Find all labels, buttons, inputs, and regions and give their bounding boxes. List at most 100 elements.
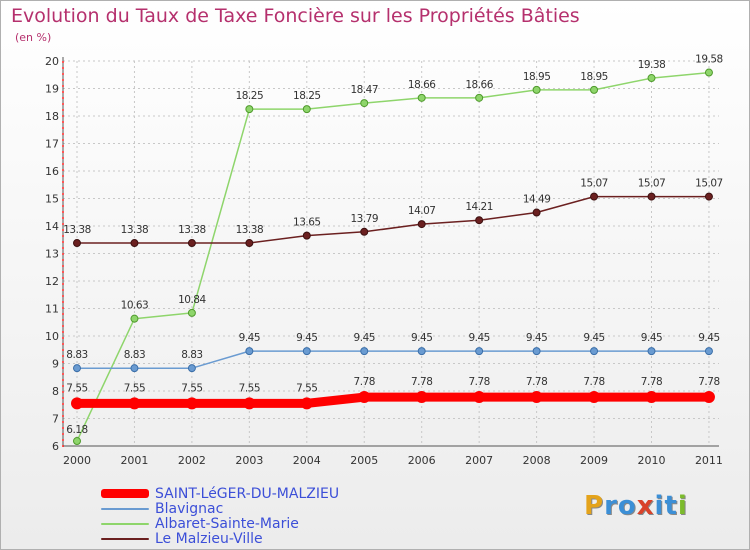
- data-label: 18.47: [350, 84, 378, 96]
- data-point: [187, 308, 196, 317]
- data-point: [128, 397, 141, 410]
- data-label: 9.45: [641, 332, 662, 344]
- y-tick-label: 17: [45, 138, 59, 151]
- x-tick-label: 2007: [465, 454, 493, 467]
- data-point: [187, 364, 196, 373]
- data-point: [302, 105, 311, 114]
- data-point: [245, 239, 254, 248]
- x-tick-label: 2001: [120, 454, 148, 467]
- data-label: 7.55: [181, 382, 202, 394]
- legend-label: SAINT-LéGER-DU-MALZIEU: [155, 485, 340, 502]
- y-tick-label: 7: [52, 413, 59, 426]
- data-point: [475, 93, 484, 102]
- logo-letter: r: [604, 491, 618, 521]
- data-label: 13.65: [293, 217, 321, 229]
- data-point: [590, 192, 599, 201]
- data-label: 14.49: [523, 194, 551, 206]
- y-tick-label: 15: [45, 193, 59, 206]
- data-point: [73, 437, 81, 446]
- data-point: [588, 391, 601, 404]
- legend-item: Albaret-Sainte-Marie: [101, 516, 339, 531]
- data-label: 18.95: [580, 71, 608, 83]
- data-point: [647, 74, 656, 83]
- data-point: [532, 85, 541, 94]
- data-point: [704, 68, 713, 77]
- x-tick-label: 2005: [350, 454, 378, 467]
- data-point: [243, 397, 256, 410]
- data-point: [358, 391, 371, 404]
- data-label: 18.66: [408, 79, 436, 91]
- data-point: [415, 391, 428, 404]
- data-label: 10.63: [121, 300, 149, 312]
- data-point: [300, 397, 313, 410]
- y-tick-label: 8: [52, 385, 59, 398]
- data-point: [590, 347, 599, 356]
- data-label: 15.07: [695, 178, 723, 190]
- chart-subtitle: (en %): [15, 31, 52, 44]
- series-line: [72, 392, 714, 408]
- data-label: 7.78: [583, 376, 604, 388]
- x-tick-label: 2006: [408, 454, 436, 467]
- data-label: 14.21: [465, 201, 493, 213]
- data-point: [704, 192, 713, 201]
- data-point: [302, 231, 311, 240]
- data-label: 8.83: [181, 349, 202, 361]
- data-point: [130, 364, 139, 373]
- data-point: [647, 347, 656, 356]
- data-label: 9.45: [296, 332, 317, 344]
- data-label: 6.18: [66, 424, 87, 436]
- legend-label: Blavignac: [155, 500, 224, 517]
- series-line: [76, 71, 710, 442]
- x-tick-label: 2011: [695, 454, 723, 467]
- data-label: 13.38: [121, 224, 149, 236]
- data-point: [360, 347, 369, 356]
- logo-letter: i: [677, 491, 688, 521]
- y-tick-label: 13: [45, 248, 59, 261]
- data-point: [245, 347, 254, 356]
- data-label: 9.45: [354, 332, 375, 344]
- data-label: 15.07: [580, 178, 608, 190]
- data-point: [702, 391, 715, 404]
- data-point: [645, 391, 658, 404]
- legend-label: Albaret-Sainte-Marie: [155, 515, 299, 532]
- data-point: [302, 347, 311, 356]
- data-point: [590, 85, 599, 94]
- data-point: [475, 347, 484, 356]
- y-tick-label: 10: [45, 330, 59, 343]
- y-tick-label: 12: [45, 275, 59, 288]
- data-label: 13.38: [236, 224, 264, 236]
- logo-letter: x: [636, 491, 655, 521]
- x-tick-label: 2003: [235, 454, 263, 467]
- data-label: 18.25: [293, 90, 321, 102]
- data-point: [245, 105, 254, 114]
- legend-swatch: [101, 537, 149, 540]
- data-point: [185, 397, 198, 410]
- legend-item: SAINT-LéGER-DU-MALZIEU: [101, 486, 339, 501]
- data-label: 7.55: [66, 382, 87, 394]
- legend-item: Blavignac: [101, 501, 339, 516]
- y-tick-label: 18: [45, 110, 59, 123]
- data-point: [130, 239, 139, 248]
- logo-letter: t: [664, 491, 678, 521]
- data-label: 14.07: [408, 205, 436, 217]
- y-tick-label: 19: [45, 83, 59, 96]
- data-label: 19.38: [638, 59, 666, 71]
- y-tick-label: 16: [45, 165, 59, 178]
- data-point: [417, 220, 426, 229]
- data-point: [360, 227, 369, 236]
- y-tick-label: 6: [52, 440, 59, 453]
- data-label: 10.84: [178, 294, 206, 306]
- proxiti-logo: Proxiti: [584, 491, 688, 521]
- legend-swatch: [101, 507, 149, 510]
- data-point: [532, 208, 541, 217]
- x-tick-label: 2009: [580, 454, 608, 467]
- x-tick-label: 2010: [638, 454, 666, 467]
- y-tick-label: 14: [45, 220, 59, 233]
- data-point: [647, 192, 656, 201]
- legend-item: Le Malzieu-Ville: [101, 531, 339, 546]
- logo-letter: i: [654, 491, 665, 521]
- data-point: [73, 239, 81, 248]
- x-tick-label: 2000: [63, 454, 91, 467]
- data-label: 18.66: [465, 79, 493, 91]
